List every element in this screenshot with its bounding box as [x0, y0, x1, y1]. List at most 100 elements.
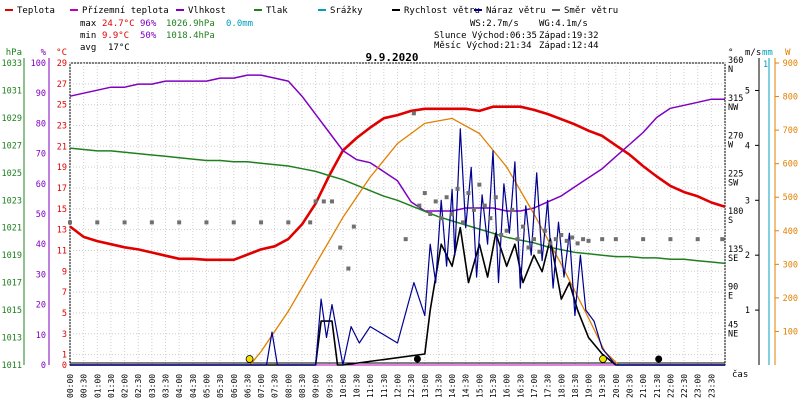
humidity-axis-tick: 80 — [36, 119, 46, 129]
dir-axis-tick: 135 — [728, 245, 743, 255]
humidity-axis-tick: 100 — [31, 59, 46, 69]
hpa-axis-tick: 1025 — [2, 169, 22, 179]
x-tick-label: 09:00 — [312, 374, 321, 398]
x-tick-label: 04:00 — [175, 374, 184, 398]
temp-axis-tick: 29 — [57, 59, 67, 69]
wind-direction-point — [95, 220, 100, 225]
stats-avg-temp: 17°C — [108, 43, 130, 53]
moonrise-moonset-marker — [655, 355, 663, 363]
wind-direction-point — [548, 241, 553, 246]
wind-direction-point — [433, 199, 438, 204]
wind-direction-point — [231, 220, 236, 225]
wind-direction-point — [68, 220, 72, 225]
stats-max-press: 1026.9hPa — [166, 19, 215, 29]
hpa-axis-tick: 1031 — [2, 86, 22, 96]
series-line-slune-n-z-en- — [249, 117, 620, 366]
dir-axis-name: SE — [728, 254, 738, 264]
moonrise-moonset-marker — [413, 355, 421, 363]
series-line-tlak — [69, 147, 726, 265]
legend-label: Rychlost větru — [404, 6, 480, 16]
temp-axis-tick: 25 — [57, 101, 67, 111]
hpa-axis-tick: 1011 — [2, 361, 22, 371]
wind-direction-point — [122, 220, 127, 225]
stats-max-rain: 0.0mm — [226, 19, 253, 29]
wind-gust-info: WG:4.1m/s — [539, 19, 588, 29]
wind-speed-info: WS:2.7m/s — [470, 19, 519, 29]
wind-direction-point — [553, 237, 558, 242]
x-tick-label: 03:30 — [162, 374, 171, 398]
stats-min-press: 1018.4hPa — [166, 31, 215, 41]
hpa-axis-label: hPa — [6, 48, 22, 58]
wind-direction-point — [450, 212, 455, 216]
wind-direction-point — [177, 220, 182, 225]
wind-direction-point — [521, 224, 526, 229]
hpa-axis-tick: 1019 — [2, 251, 22, 261]
humidity-axis-tick: 20 — [36, 301, 46, 311]
dir-axis-tick: 90 — [728, 283, 738, 293]
wind-direction-point — [330, 199, 334, 204]
x-tick-label: 10:30 — [353, 374, 362, 398]
stats-max-label: max — [80, 19, 97, 29]
temp-axis-tick: 17 — [57, 184, 67, 194]
wind-direction-point — [526, 245, 531, 250]
wind-axis-tick: 3 — [745, 196, 750, 206]
x-tick-label: 00:00 — [66, 374, 75, 398]
x-tick-label: 15:00 — [475, 374, 484, 398]
solar-axis-tick: 300 — [783, 260, 798, 270]
dir-axis-tick: 180 — [728, 207, 743, 217]
dir-axis-tick: 45 — [728, 320, 738, 330]
humidity-axis-tick: 0 — [41, 361, 46, 371]
hpa-axis-tick: 1017 — [2, 279, 22, 289]
sun-moon-markers — [245, 355, 663, 363]
wind-direction-point — [422, 191, 427, 196]
wind-direction-point — [499, 232, 504, 237]
x-tick-label: 08:00 — [284, 374, 293, 398]
temp-axis-tick: 27 — [57, 80, 67, 90]
sunrise-sunset-marker — [245, 355, 254, 363]
x-tick-label: 18:30 — [571, 374, 580, 398]
wind-direction-point — [668, 237, 673, 242]
series-line-vlhkost — [69, 74, 725, 212]
chart-title: 9.9.2020 — [366, 51, 419, 64]
wind-axis-tick: 4 — [745, 141, 750, 151]
wind-direction-point — [338, 245, 343, 250]
x-tick-label: 13:30 — [434, 374, 443, 398]
x-tick-label: 21:30 — [653, 374, 662, 398]
wind-direction-point — [204, 220, 209, 225]
series-line-teplota — [69, 105, 726, 262]
wind-direction-point — [455, 186, 460, 191]
wind-direction-point — [313, 199, 318, 204]
x-tick-label: 05:30 — [216, 374, 225, 398]
x-tick-label: 04:30 — [189, 374, 198, 398]
x-tick-label: 14:30 — [462, 374, 471, 398]
wind-direction-point — [439, 216, 444, 221]
x-tick-label: 12:30 — [407, 374, 416, 398]
x-tick-label: 18:00 — [557, 374, 566, 398]
dir-axis-name: W — [728, 141, 734, 151]
legend-label: Směr větru — [564, 6, 618, 16]
wind-direction-point — [308, 220, 313, 225]
wind-direction-point — [444, 195, 449, 200]
x-tick-label: 11:00 — [366, 374, 375, 398]
x-tick-label: 09:30 — [325, 374, 334, 398]
x-tick-label: 01:00 — [93, 374, 102, 398]
solar-axis-tick: 900 — [783, 59, 798, 69]
stats-min-temp: 9.9°C — [102, 31, 129, 41]
x-tick-label: 05:00 — [202, 374, 211, 398]
wind-direction-point — [351, 224, 356, 229]
temp-axis-tick: 5 — [62, 309, 67, 319]
wind-axis-tick: 1 — [745, 306, 750, 316]
hpa-axis-tick: 1013 — [2, 334, 22, 344]
temp-axis-tick: 7 — [62, 288, 67, 298]
dir-axis-name: E — [728, 292, 733, 302]
x-tick-label: 16:30 — [516, 374, 525, 398]
humidity-axis-tick: 40 — [36, 240, 46, 250]
x-tick-label: 16:00 — [503, 374, 512, 398]
wind-axis-label: m/s — [745, 48, 761, 58]
temp-axis-tick: 11 — [57, 246, 67, 256]
x-tick-label: 23:30 — [707, 374, 716, 398]
x-axis-label: čas — [732, 369, 748, 380]
wind-direction-point — [695, 237, 700, 242]
hpa-axis-tick: 1033 — [2, 59, 22, 69]
axes: 00:00 00:30 01:00 01:30 02:00 02:30 03:00 03:30… — [2, 48, 798, 398]
